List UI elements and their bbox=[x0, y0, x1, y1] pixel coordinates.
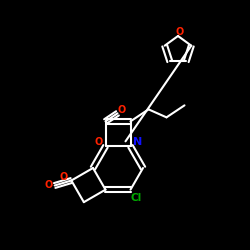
Text: N: N bbox=[133, 137, 142, 147]
Text: O: O bbox=[59, 172, 68, 182]
Text: O: O bbox=[176, 27, 184, 37]
Text: Cl: Cl bbox=[131, 193, 142, 203]
Text: O: O bbox=[44, 180, 53, 190]
Text: O: O bbox=[118, 105, 126, 115]
Text: O: O bbox=[94, 137, 103, 147]
